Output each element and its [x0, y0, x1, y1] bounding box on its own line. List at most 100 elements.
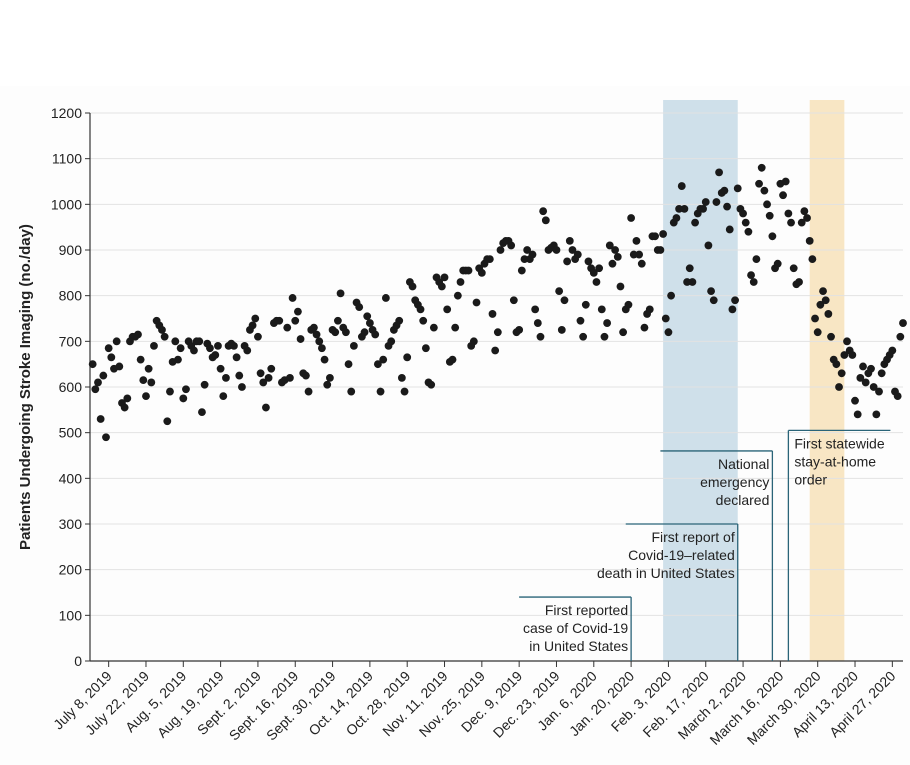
data-point: [768, 232, 777, 241]
data-point: [811, 314, 819, 323]
data-point: [371, 330, 380, 339]
data-point: [533, 319, 542, 327]
y-tick-label: 200: [59, 562, 83, 578]
data-point: [267, 364, 276, 373]
data-point: [624, 300, 633, 309]
data-point: [334, 316, 342, 325]
data-point: [899, 319, 907, 327]
data-point: [832, 360, 841, 369]
y-tick-label: 400: [59, 470, 83, 486]
data-point: [381, 294, 390, 302]
data-point: [448, 355, 457, 364]
data-point: [861, 378, 870, 387]
data-point: [555, 287, 564, 295]
annotation-text: in United States: [529, 638, 628, 654]
data-point: [720, 186, 729, 195]
data-point: [843, 337, 851, 346]
data-point: [597, 305, 606, 314]
data-point: [763, 200, 771, 209]
data-point: [310, 323, 318, 332]
data-point: [440, 273, 449, 282]
data-point: [728, 305, 737, 314]
data-point: [142, 392, 150, 401]
data-point: [872, 410, 881, 419]
data-point: [264, 373, 273, 382]
annotation-1: First reported case of Covid-19 in United …: [519, 596, 632, 661]
data-point: [819, 287, 827, 295]
data-point: [134, 330, 142, 339]
data-point: [107, 353, 116, 362]
data-point: [531, 305, 540, 314]
data-point: [701, 198, 710, 206]
data-point: [835, 383, 843, 391]
data-point: [427, 380, 436, 389]
data-point: [102, 433, 110, 442]
data-point: [675, 205, 683, 213]
data-point: [789, 264, 798, 273]
data-point: [469, 337, 478, 346]
data-point: [595, 264, 604, 273]
annotation-text: National: [718, 456, 769, 472]
data-point: [387, 337, 396, 346]
data-point: [443, 305, 452, 314]
data-point: [725, 225, 734, 234]
data-point: [712, 198, 721, 206]
data-point: [765, 211, 774, 220]
data-point: [373, 360, 382, 369]
data-point: [749, 278, 758, 286]
data-point: [182, 385, 190, 394]
data-point: [160, 332, 169, 341]
data-point: [773, 259, 782, 268]
annotation-text: stay-at-home: [794, 453, 876, 469]
data-point: [680, 205, 689, 213]
data-point: [520, 255, 529, 264]
y-tick-label: 900: [59, 242, 83, 258]
data-point: [523, 246, 532, 254]
data-point: [211, 351, 220, 359]
data-point: [254, 332, 262, 341]
data-point: [541, 216, 550, 225]
annotation-text: declared: [716, 492, 770, 508]
data-point: [848, 351, 857, 359]
data-point: [198, 408, 206, 417]
data-point: [659, 230, 667, 238]
data-point: [808, 255, 817, 264]
annotation-4: First statewide stay-at-home order: [787, 429, 891, 661]
data-point: [859, 362, 867, 371]
y-tick-label: 1200: [51, 105, 82, 121]
data-point: [760, 186, 769, 195]
annotation-text: emergency: [700, 474, 769, 490]
data-point: [421, 344, 430, 353]
data-point: [326, 373, 334, 382]
data-point: [429, 323, 438, 332]
data-point: [813, 328, 822, 337]
data-point: [488, 310, 497, 318]
chart-panel: [0, 86, 910, 765]
data-point: [365, 319, 374, 327]
data-point: [176, 344, 185, 353]
data-point: [163, 417, 172, 426]
data-point: [283, 323, 292, 332]
annotation-text: First report of: [651, 529, 734, 545]
data-point: [685, 264, 694, 273]
data-point: [704, 241, 713, 250]
data-point: [477, 268, 486, 277]
data-point: [320, 355, 329, 364]
data-point: [493, 328, 502, 337]
data-point: [672, 214, 681, 222]
data-point: [691, 218, 699, 227]
data-point: [744, 227, 753, 236]
data-point: [584, 257, 593, 266]
data-point: [800, 207, 809, 216]
data-point: [739, 209, 747, 218]
data-point: [262, 403, 270, 412]
data-point: [294, 307, 302, 316]
data-point: [408, 282, 417, 291]
data-point: [539, 207, 548, 216]
data-point: [723, 202, 731, 211]
data-point: [99, 371, 108, 380]
data-point: [349, 342, 358, 350]
data-point: [875, 387, 883, 396]
data-point: [304, 387, 313, 396]
